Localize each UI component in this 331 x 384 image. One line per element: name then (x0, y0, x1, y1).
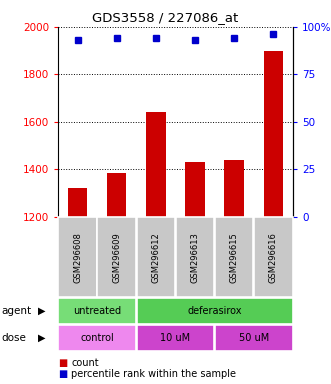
Bar (107, 173, 126, 217)
Text: ■: ■ (58, 358, 67, 368)
Text: 10 uM: 10 uM (160, 333, 191, 343)
Bar (146, 113, 166, 217)
Text: GDS3558 / 227086_at: GDS3558 / 227086_at (92, 12, 239, 25)
Bar (224, 160, 244, 217)
Text: GSM296608: GSM296608 (73, 232, 82, 283)
Text: ▶: ▶ (38, 306, 45, 316)
Text: GSM296609: GSM296609 (112, 232, 121, 283)
Text: count: count (71, 358, 99, 368)
Text: deferasirox: deferasirox (187, 306, 242, 316)
Text: GSM296616: GSM296616 (269, 232, 278, 283)
Text: agent: agent (2, 306, 32, 316)
Text: GSM296613: GSM296613 (191, 232, 200, 283)
Text: control: control (80, 333, 114, 343)
Bar (68, 189, 87, 217)
Text: 50 uM: 50 uM (239, 333, 269, 343)
Text: ■: ■ (58, 369, 67, 379)
Text: GSM296612: GSM296612 (151, 232, 160, 283)
Text: GSM296615: GSM296615 (230, 232, 239, 283)
Text: dose: dose (2, 333, 26, 343)
Text: untreated: untreated (73, 306, 121, 316)
Text: percentile rank within the sample: percentile rank within the sample (71, 369, 236, 379)
Bar (185, 162, 205, 217)
Bar (263, 51, 283, 217)
Text: ▶: ▶ (38, 333, 45, 343)
